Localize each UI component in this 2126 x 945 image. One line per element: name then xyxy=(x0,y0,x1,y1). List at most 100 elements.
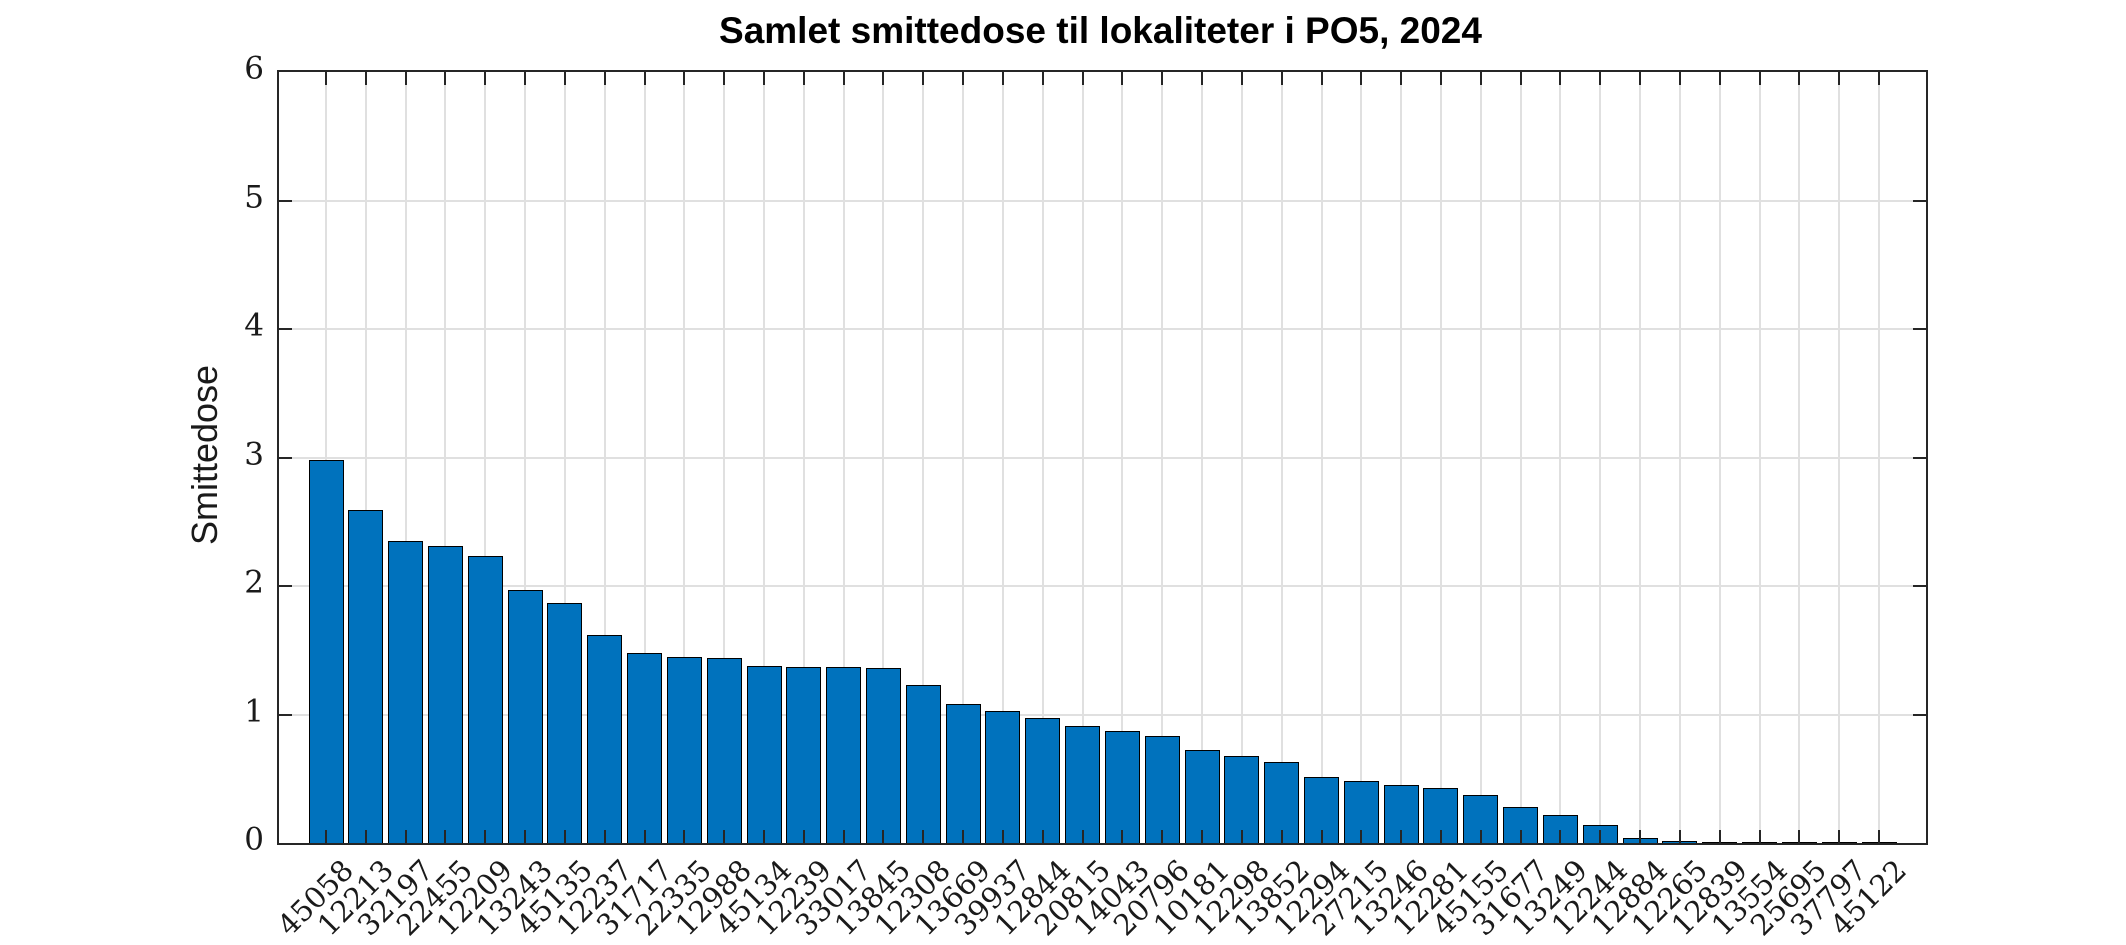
x-tick-bottom xyxy=(1240,830,1243,843)
x-tick-bottom xyxy=(1479,830,1482,843)
x-tick-bottom xyxy=(1599,830,1602,843)
x-tick-bottom xyxy=(404,830,407,843)
x-tick-bottom xyxy=(1081,830,1084,843)
x-tick-bottom xyxy=(962,830,965,843)
y-tick-label: 2 xyxy=(244,564,264,601)
x-tick-top xyxy=(404,72,407,85)
x-tick-top xyxy=(1280,72,1283,85)
y-tick-left xyxy=(279,713,292,716)
plot-area xyxy=(277,70,1928,845)
x-tick-top xyxy=(922,72,925,85)
bar xyxy=(905,684,941,843)
x-tick-top xyxy=(484,72,487,85)
x-tick-bottom xyxy=(1360,830,1363,843)
x-tick-top xyxy=(1718,72,1721,85)
x-tick-bottom xyxy=(484,830,487,843)
bar xyxy=(1144,736,1180,843)
x-tick-bottom xyxy=(1838,830,1841,843)
bar xyxy=(627,652,663,843)
x-tick-bottom xyxy=(1201,830,1204,843)
bar xyxy=(945,704,981,843)
x-tick-bottom xyxy=(1121,830,1124,843)
x-tick-top xyxy=(763,72,766,85)
x-tick-bottom xyxy=(1320,830,1323,843)
y-axis-label: Smittedose xyxy=(184,364,225,546)
x-tick-top xyxy=(1798,72,1801,85)
x-tick-top xyxy=(1001,72,1004,85)
bar xyxy=(587,634,623,843)
x-tick-bottom xyxy=(1439,830,1442,843)
x-tick-bottom xyxy=(603,830,606,843)
x-tick-bottom xyxy=(1161,830,1164,843)
x-tick-top xyxy=(1559,72,1562,85)
x-tick-top xyxy=(1479,72,1482,85)
y-gridline xyxy=(279,713,1926,716)
y-gridline xyxy=(279,585,1926,587)
x-tick-top xyxy=(1121,72,1124,85)
x-tick-top xyxy=(1838,72,1841,85)
x-tick-top xyxy=(1400,72,1403,85)
chart-title: Samlet smittedose til lokaliteter i PO5,… xyxy=(719,10,1482,51)
y-gridline xyxy=(279,328,1926,330)
x-tick-bottom xyxy=(683,830,686,843)
x-tick-bottom xyxy=(1639,830,1642,843)
x-tick-bottom xyxy=(1001,830,1004,843)
y-tick-left xyxy=(279,199,292,202)
x-tick-bottom xyxy=(1678,830,1681,843)
x-tick-bottom xyxy=(1559,830,1562,843)
x-tick-top xyxy=(962,72,965,85)
bar xyxy=(666,656,702,843)
y-tick-label: 0 xyxy=(244,821,264,858)
x-tick-top xyxy=(1201,72,1204,85)
y-tick-label: 4 xyxy=(244,307,264,344)
y-tick-label: 1 xyxy=(244,693,264,730)
x-tick-bottom xyxy=(524,830,527,843)
y-tick-label: 5 xyxy=(244,179,264,216)
bar xyxy=(388,541,424,843)
bar xyxy=(826,666,862,843)
x-tick-bottom xyxy=(1280,830,1283,843)
x-tick-top xyxy=(1161,72,1164,85)
bar xyxy=(865,668,901,843)
x-tick-bottom xyxy=(723,830,726,843)
bar xyxy=(308,460,344,843)
x-tick-top xyxy=(1519,72,1522,85)
bar xyxy=(1104,731,1140,843)
bar xyxy=(547,602,583,843)
x-tick-top xyxy=(643,72,646,85)
y-tick-right xyxy=(1913,585,1926,587)
x-tick-top xyxy=(1758,72,1761,85)
x-tick-bottom xyxy=(1041,830,1044,843)
bar xyxy=(1065,726,1101,843)
x-tick-bottom xyxy=(1758,830,1761,843)
x-tick-top xyxy=(1360,72,1363,85)
x-tick-top xyxy=(364,72,367,85)
y-tick-right xyxy=(1913,713,1926,716)
bar xyxy=(985,710,1021,843)
x-tick-top xyxy=(683,72,686,85)
x-tick-top xyxy=(1320,72,1323,85)
y-tick-label: 6 xyxy=(244,50,264,87)
bar xyxy=(507,589,543,843)
x-tick-bottom xyxy=(643,830,646,843)
x-tick-top xyxy=(842,72,845,85)
x-tick-bottom xyxy=(882,830,885,843)
bar xyxy=(1264,762,1300,843)
y-tick-right xyxy=(1913,199,1926,202)
x-tick-top xyxy=(1678,72,1681,85)
bar xyxy=(706,657,742,843)
x-tick-top xyxy=(723,72,726,85)
x-tick-bottom xyxy=(364,830,367,843)
x-tick-bottom xyxy=(1798,830,1801,843)
bar xyxy=(348,510,384,843)
x-tick-top xyxy=(325,72,327,85)
x-tick-top xyxy=(802,72,805,85)
x-tick-bottom xyxy=(1878,830,1880,843)
x-tick-top xyxy=(1240,72,1243,85)
x-tick-bottom xyxy=(842,830,845,843)
x-tick-top xyxy=(563,72,566,85)
x-tick-top xyxy=(1878,72,1880,85)
x-tick-bottom xyxy=(325,830,327,843)
y-tick-left xyxy=(279,456,292,459)
